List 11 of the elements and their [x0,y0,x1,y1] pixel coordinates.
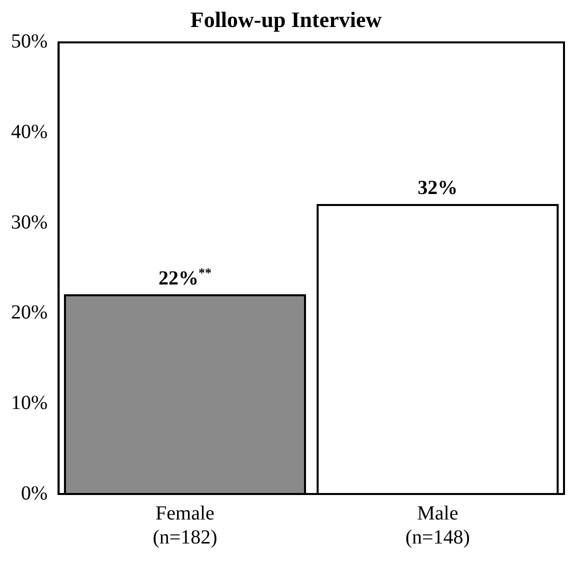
x-tick-label: Female (n=182) [152,502,218,548]
data-label: 22%** [158,265,212,290]
y-tick-label: 0% [20,482,48,504]
y-tick-label: 10% [10,392,48,414]
y-tick-label: 30% [10,211,48,234]
y-tick-label: 50% [10,30,48,53]
chart-title: Follow-up Interview [190,6,382,32]
x-tick-label: Male (n=148) [405,502,470,548]
y-tick-label: 20% [10,302,48,324]
y-tick-label: 40% [10,120,48,143]
data-label: 32% [418,177,458,200]
